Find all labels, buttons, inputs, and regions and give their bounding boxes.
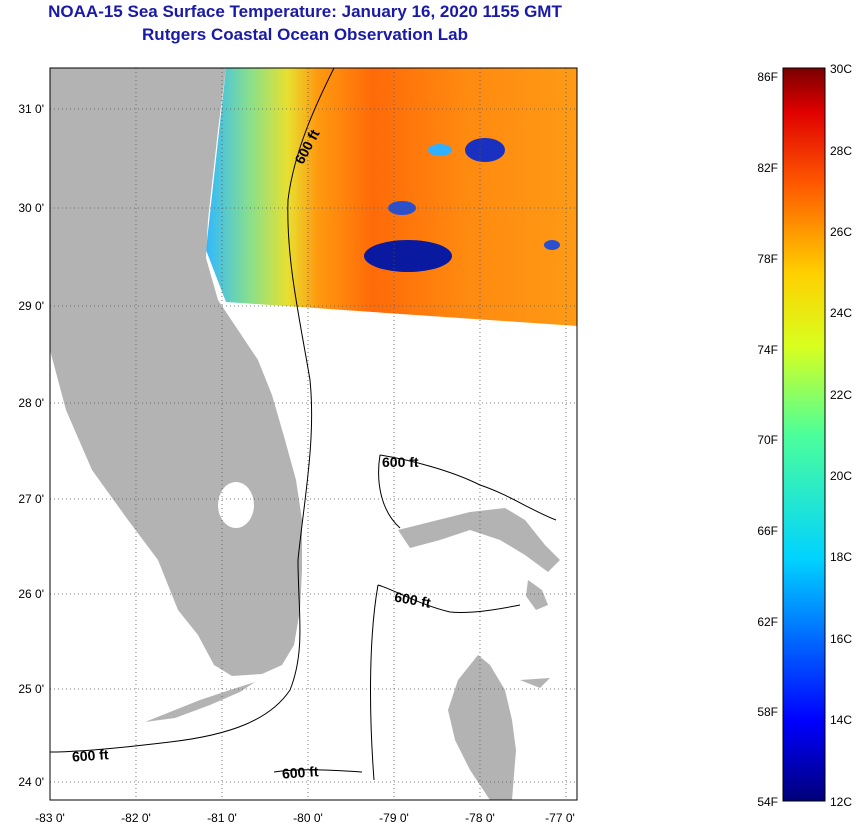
colorbar-c-label: 28C — [830, 144, 852, 158]
lat-axis: 31 0' 30 0' 29 0' 28 0' 27 0' 26 0' 25 0… — [18, 102, 44, 789]
florida-keys — [145, 682, 255, 722]
lat-label: 29 0' — [18, 299, 44, 313]
lake-okeechobee — [218, 482, 254, 528]
lat-label: 28 0' — [18, 396, 44, 410]
colorbar-c-label: 24C — [830, 306, 852, 320]
lon-label: -81 0' — [207, 811, 237, 825]
colorbar-c-axis: 30C 28C 26C 24C 22C 20C 18C 16C 14C 12C — [830, 62, 852, 809]
colorbar-c-label: 18C — [830, 550, 852, 564]
cold-patch — [428, 144, 452, 156]
lon-label: -78 0' — [465, 811, 495, 825]
lon-label: -82 0' — [121, 811, 151, 825]
grand-bahama-land — [398, 508, 560, 572]
lat-label: 24 0' — [18, 775, 44, 789]
colorbar-c-label: 22C — [830, 388, 852, 402]
isobath-600ft — [50, 68, 557, 781]
colorbar-c-label: 12C — [830, 795, 852, 809]
contour-label: 600 ft — [382, 454, 419, 470]
colorbar-c-label: 30C — [830, 62, 852, 76]
lat-label: 31 0' — [18, 102, 44, 116]
lon-label: -79 0' — [379, 811, 409, 825]
map-frame — [49, 67, 578, 801]
lon-label: -83 0' — [35, 811, 65, 825]
cold-patch — [544, 240, 560, 250]
andros-land — [448, 655, 516, 800]
small-island — [520, 678, 550, 688]
contour-label: 600 ft — [71, 746, 109, 765]
colorbar-f-label: 54F — [757, 795, 778, 809]
lat-label: 27 0' — [18, 492, 44, 506]
colorbar-f-label: 78F — [757, 252, 778, 266]
contour-label: 600 ft — [393, 589, 432, 611]
colorbar-f-label: 74F — [757, 343, 778, 357]
colorbar-f-label: 70F — [757, 433, 778, 447]
lon-label: -77 0' — [545, 811, 575, 825]
colorbar-c-label: 14C — [830, 713, 852, 727]
colorbar-f-axis: 86F 82F 78F 74F 70F 66F 62F 58F 54F — [757, 70, 778, 809]
colorbar-f-label: 66F — [757, 524, 778, 538]
lat-label: 26 0' — [18, 587, 44, 601]
colorbar-c-label: 20C — [830, 469, 852, 483]
contour-label: 600 ft — [281, 763, 319, 782]
lat-label: 30 0' — [18, 201, 44, 215]
colorbar-f-label: 62F — [757, 615, 778, 629]
cold-patch — [364, 240, 452, 272]
sst-swath — [206, 68, 577, 326]
small-island — [526, 580, 548, 610]
colorbar-f-label: 86F — [757, 70, 778, 84]
lat-label: 25 0' — [18, 682, 44, 696]
lon-axis: -83 0' -82 0' -81 0' -80 0' -79 0' -78 0… — [35, 811, 575, 825]
colorbar-f-label: 58F — [757, 705, 778, 719]
map-title: NOAA-15 Sea Surface Temperature: January… — [48, 2, 562, 21]
colorbar-c-label: 16C — [830, 632, 852, 646]
colorbar-c-label: 26C — [830, 225, 852, 239]
colorbar — [782, 67, 826, 802]
cold-patch — [465, 138, 505, 162]
colorbar-f-label: 82F — [757, 161, 778, 175]
map-subtitle: Rutgers Coastal Ocean Observation Lab — [142, 25, 468, 44]
lon-label: -80 0' — [293, 811, 323, 825]
